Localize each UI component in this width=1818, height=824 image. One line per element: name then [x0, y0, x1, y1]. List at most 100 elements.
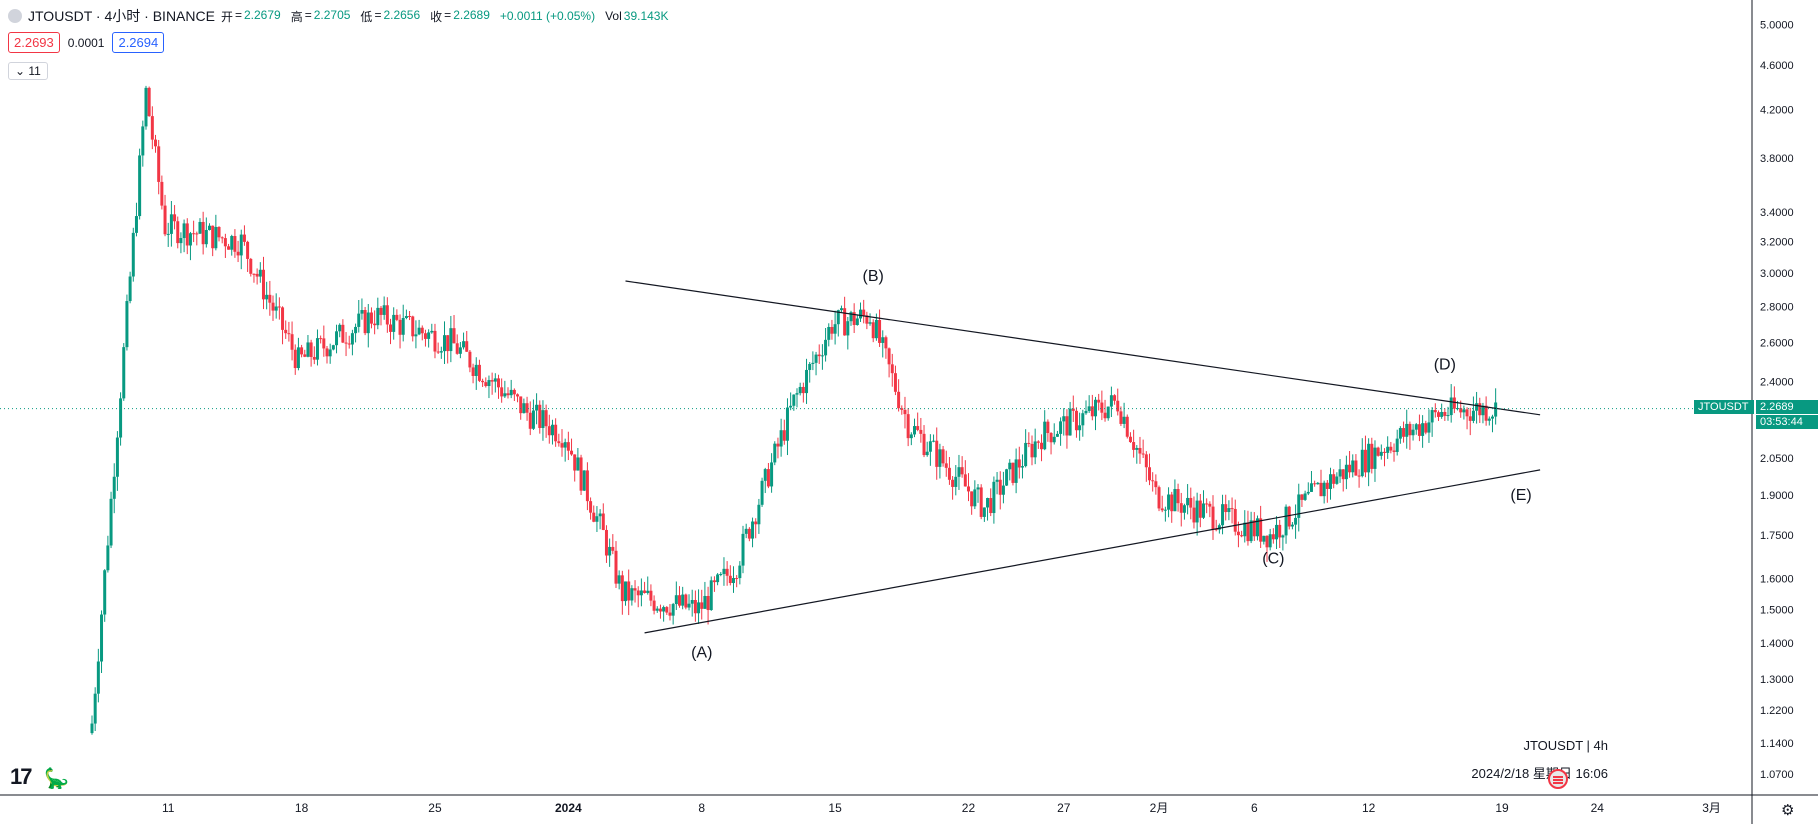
candle-body [547, 426, 551, 436]
candle-body [563, 442, 567, 448]
candle-body [617, 575, 621, 584]
candle-body [693, 600, 697, 614]
candle-body [1027, 442, 1031, 444]
us-flag-icon[interactable] [1548, 769, 1568, 789]
candle-body [852, 312, 856, 326]
y-tick-label: 4.6000 [1760, 60, 1794, 72]
candle-body [147, 87, 151, 117]
candle-body [766, 469, 770, 487]
candle-body [871, 322, 875, 339]
candle-body [1046, 421, 1050, 434]
candle-body [242, 234, 246, 242]
candle-body [185, 223, 189, 246]
candle-body [328, 349, 332, 357]
candle-body [1144, 454, 1148, 468]
candle-body [335, 331, 339, 346]
candle-body [287, 333, 291, 335]
candle-body [1487, 418, 1491, 421]
candle-body [1240, 535, 1244, 537]
candle-body [1398, 428, 1402, 439]
candle-body [258, 269, 262, 277]
candle-body [982, 507, 986, 517]
candle-body [1157, 487, 1161, 509]
candle-body [214, 226, 218, 249]
candle-body [747, 528, 751, 539]
candle-body [795, 393, 799, 395]
candle-body [849, 312, 853, 322]
coin-icon [8, 9, 22, 23]
candle-body [522, 403, 526, 414]
candle-body [1271, 534, 1275, 540]
x-tick-label: 8 [698, 801, 705, 815]
candle-body [474, 364, 478, 376]
sell-button[interactable]: 2.2693 [8, 32, 60, 53]
y-tick-label: 2.6000 [1760, 337, 1794, 349]
candle-body [382, 305, 386, 315]
symbol-title[interactable]: JTOUSDT · 4小时 · BINANCE [28, 8, 215, 24]
candle-body [1243, 522, 1247, 537]
candle-body [741, 533, 745, 566]
candle-body [1319, 482, 1323, 497]
candle-body [541, 410, 545, 428]
y-tick-label: 3.4000 [1760, 207, 1794, 219]
candle-body [233, 236, 237, 252]
candle-body [1440, 411, 1444, 417]
candle-body [1376, 447, 1380, 456]
x-tick-label: 11 [162, 801, 175, 815]
candle-body [639, 590, 643, 596]
candle-body [1084, 410, 1088, 414]
candle-body [1071, 408, 1075, 411]
candle-body [1408, 423, 1412, 436]
candle-body [109, 498, 113, 546]
candle-body [1402, 428, 1406, 437]
candle-body [519, 396, 523, 414]
candle-body [268, 294, 272, 303]
candle-body [138, 155, 142, 217]
candle-body [738, 565, 742, 579]
candle-body [1113, 395, 1117, 401]
y-tick-label: 3.8000 [1760, 153, 1794, 165]
candle-body [725, 568, 729, 576]
candle-body [163, 205, 167, 235]
candle-body [690, 600, 694, 604]
candle-body [411, 316, 415, 337]
y-tick-label: 2.8000 [1760, 301, 1794, 313]
candle-body [417, 327, 421, 335]
wave-label: (A) [691, 644, 712, 661]
candle-body [757, 504, 761, 525]
candle-body [154, 139, 158, 147]
candle-body [1195, 500, 1199, 523]
gear-icon[interactable]: ⚙ [1781, 802, 1795, 819]
candle-body [665, 607, 669, 613]
candle-body [1236, 531, 1240, 536]
candle-body [706, 595, 710, 611]
candle-body [1306, 491, 1310, 494]
candle-body [1132, 442, 1136, 450]
candle-body [865, 315, 869, 324]
candle-body [1348, 464, 1352, 473]
candle-body [716, 574, 720, 583]
candle-body [204, 229, 208, 245]
candle-body [239, 234, 243, 256]
candle-body [1030, 443, 1034, 458]
x-tick-label: 19 [1495, 801, 1509, 815]
x-tick-label: 24 [1591, 801, 1605, 815]
buy-button[interactable]: 2.2694 [112, 32, 165, 53]
candle-body [1405, 423, 1409, 437]
candle-body [1421, 423, 1425, 436]
x-tick-label: 18 [295, 801, 309, 815]
candle-body [112, 476, 116, 499]
candle-body [1284, 506, 1288, 536]
candle-body [658, 608, 662, 612]
indicator-toggle[interactable]: ⌄ 11 [8, 62, 48, 80]
candle-body [496, 378, 500, 388]
candle-body [1309, 483, 1313, 492]
candle-body [1100, 402, 1104, 413]
y-tick-label: 1.6000 [1760, 573, 1794, 585]
candle-body [646, 590, 650, 593]
candle-body [274, 306, 278, 311]
candle-body [315, 338, 319, 360]
candle-body [1370, 443, 1374, 469]
y-tick-label: 3.2000 [1760, 236, 1794, 248]
